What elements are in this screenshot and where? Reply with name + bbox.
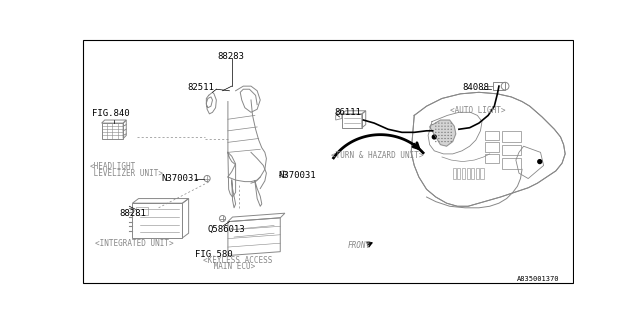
Circle shape xyxy=(451,129,452,130)
Bar xyxy=(481,168,484,179)
Circle shape xyxy=(438,123,440,124)
Text: <TURN & HAZARD UNIT>: <TURN & HAZARD UNIT> xyxy=(331,151,424,160)
Circle shape xyxy=(447,141,449,142)
Text: 86111: 86111 xyxy=(334,108,361,117)
Bar xyxy=(485,131,499,140)
Bar xyxy=(502,158,520,169)
Circle shape xyxy=(444,125,445,127)
Circle shape xyxy=(442,135,443,136)
Text: <HEADLIGHT: <HEADLIGHT xyxy=(90,162,136,172)
Circle shape xyxy=(438,141,440,142)
Circle shape xyxy=(444,141,445,142)
Circle shape xyxy=(444,138,445,139)
Circle shape xyxy=(451,138,452,139)
Circle shape xyxy=(435,123,436,124)
Circle shape xyxy=(442,129,443,130)
Text: 82511: 82511 xyxy=(188,83,215,92)
Bar xyxy=(485,154,499,163)
Text: MAIN ECU>: MAIN ECU> xyxy=(209,262,255,271)
Circle shape xyxy=(447,135,449,136)
Text: 88283: 88283 xyxy=(217,52,244,61)
Bar xyxy=(502,131,520,141)
Bar xyxy=(502,145,520,156)
Bar xyxy=(452,168,456,179)
Text: <KEYLESS ACCESS: <KEYLESS ACCESS xyxy=(204,256,273,265)
Circle shape xyxy=(444,129,445,130)
Circle shape xyxy=(435,138,436,139)
Bar xyxy=(467,168,470,179)
Circle shape xyxy=(444,123,445,124)
Circle shape xyxy=(442,132,443,133)
Text: A835001370: A835001370 xyxy=(516,276,559,282)
Circle shape xyxy=(451,141,452,142)
Circle shape xyxy=(538,160,541,164)
Text: 84088: 84088 xyxy=(463,83,490,92)
Circle shape xyxy=(451,123,452,124)
Circle shape xyxy=(435,141,436,142)
Polygon shape xyxy=(411,92,565,206)
Circle shape xyxy=(433,135,436,139)
Bar xyxy=(132,203,182,238)
Bar xyxy=(476,168,479,179)
Text: <AUTO LIGHT>: <AUTO LIGHT> xyxy=(450,106,505,115)
Circle shape xyxy=(438,129,440,130)
Text: FRONT: FRONT xyxy=(348,241,371,250)
Circle shape xyxy=(442,123,443,124)
Circle shape xyxy=(447,125,449,127)
Circle shape xyxy=(444,135,445,136)
Circle shape xyxy=(438,135,440,136)
Circle shape xyxy=(444,132,445,133)
Bar xyxy=(102,123,123,139)
Circle shape xyxy=(451,132,452,133)
Circle shape xyxy=(442,125,443,127)
Circle shape xyxy=(447,132,449,133)
Polygon shape xyxy=(429,120,456,146)
Bar xyxy=(136,207,148,215)
Circle shape xyxy=(435,132,436,133)
Circle shape xyxy=(435,125,436,127)
Circle shape xyxy=(442,138,443,139)
Circle shape xyxy=(447,123,449,124)
Circle shape xyxy=(438,138,440,139)
Bar xyxy=(471,168,474,179)
Bar xyxy=(493,82,505,90)
Circle shape xyxy=(447,129,449,130)
Circle shape xyxy=(447,138,449,139)
Bar xyxy=(458,168,460,179)
Bar xyxy=(462,168,465,179)
Circle shape xyxy=(435,129,436,130)
Circle shape xyxy=(442,141,443,142)
Bar xyxy=(342,114,362,128)
Text: <INTEGRATED UNIT>: <INTEGRATED UNIT> xyxy=(95,239,174,248)
Text: Q586013: Q586013 xyxy=(207,225,244,234)
Text: 88281: 88281 xyxy=(119,209,146,218)
Circle shape xyxy=(435,135,436,136)
Circle shape xyxy=(451,125,452,127)
Text: FIG.840: FIG.840 xyxy=(92,109,130,118)
Text: LEVELIZER UNIT>: LEVELIZER UNIT> xyxy=(90,169,163,178)
Circle shape xyxy=(451,135,452,136)
Text: N370031: N370031 xyxy=(278,171,316,180)
Circle shape xyxy=(438,125,440,127)
Circle shape xyxy=(438,132,440,133)
Text: FIG.580: FIG.580 xyxy=(195,250,233,259)
Bar xyxy=(485,142,499,152)
Text: N370031: N370031 xyxy=(161,174,198,183)
